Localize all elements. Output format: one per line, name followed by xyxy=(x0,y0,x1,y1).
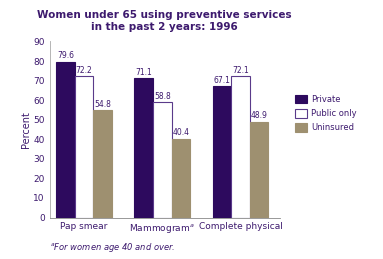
Bar xyxy=(56,62,75,218)
Bar xyxy=(75,76,93,218)
Bar xyxy=(134,78,153,218)
Text: 58.8: 58.8 xyxy=(154,92,170,101)
Bar xyxy=(231,76,250,218)
Text: 72.1: 72.1 xyxy=(232,66,249,75)
Bar xyxy=(250,122,268,218)
Text: Women under 65 using preventive services
in the past 2 years: 1996: Women under 65 using preventive services… xyxy=(38,10,292,32)
Text: 67.1: 67.1 xyxy=(213,76,230,85)
Text: 48.9: 48.9 xyxy=(250,111,267,120)
Text: 54.8: 54.8 xyxy=(94,100,111,109)
Text: 40.4: 40.4 xyxy=(172,128,189,137)
Text: 71.1: 71.1 xyxy=(135,68,152,77)
Text: 72.2: 72.2 xyxy=(75,66,92,75)
Bar xyxy=(93,110,112,218)
Bar xyxy=(153,103,172,218)
Legend: Private, Public only, Uninsured: Private, Public only, Uninsured xyxy=(295,95,357,132)
Bar xyxy=(213,86,231,218)
Bar xyxy=(172,139,190,218)
Text: $^a$For women age 40 and over.: $^a$For women age 40 and over. xyxy=(50,241,175,254)
Y-axis label: Percent: Percent xyxy=(21,111,31,148)
Text: 79.6: 79.6 xyxy=(57,51,74,60)
